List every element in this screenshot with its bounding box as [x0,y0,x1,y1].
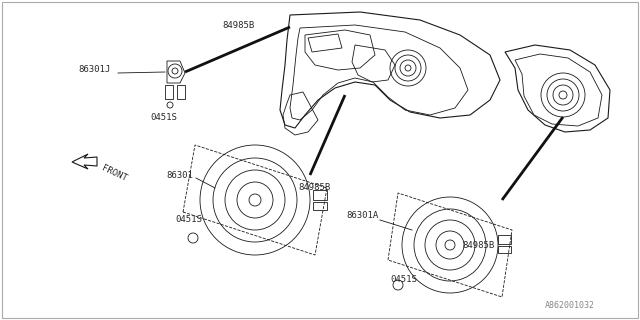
Text: FRONT: FRONT [100,163,128,183]
Text: 86301A: 86301A [346,211,378,220]
Text: 0451S: 0451S [150,113,177,122]
Bar [165,85,173,99]
Bar [498,246,511,253]
Text: A862001032: A862001032 [545,301,595,310]
Bar [498,235,511,244]
Text: 86301J: 86301J [78,65,110,74]
Text: 84985B: 84985B [298,183,330,192]
Bar [177,85,185,99]
Text: 0451S: 0451S [175,215,202,224]
Text: 84985B: 84985B [462,241,494,250]
Text: 0451S: 0451S [390,275,417,284]
Bar [313,202,327,210]
Text: 86301: 86301 [166,171,193,180]
Text: 84985B: 84985B [222,21,254,30]
Bar [313,190,327,200]
